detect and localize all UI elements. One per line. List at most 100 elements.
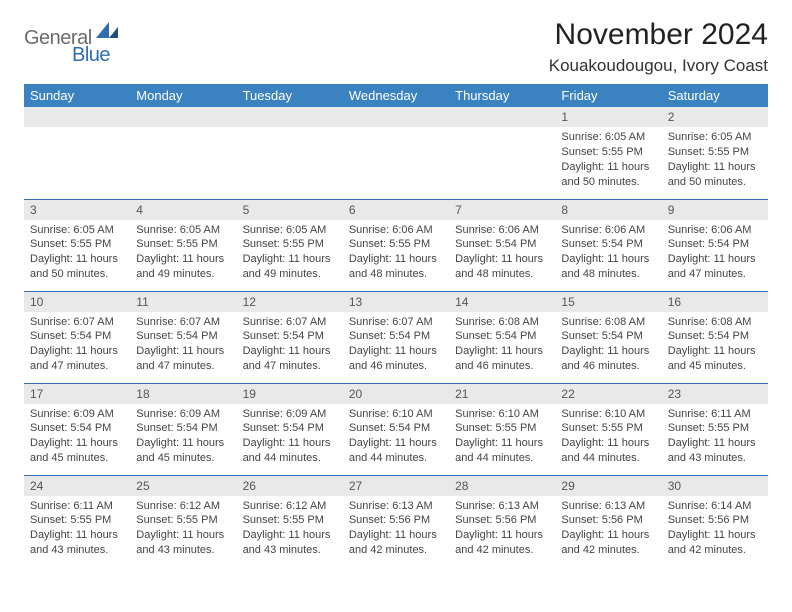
calendar-cell: 19Sunrise: 6:09 AMSunset: 5:54 PMDayligh… bbox=[237, 383, 343, 475]
calendar-cell: 30Sunrise: 6:14 AMSunset: 5:56 PMDayligh… bbox=[662, 475, 768, 567]
calendar-cell: 10Sunrise: 6:07 AMSunset: 5:54 PMDayligh… bbox=[24, 291, 130, 383]
day-number: 29 bbox=[555, 476, 661, 496]
calendar-cell: 23Sunrise: 6:11 AMSunset: 5:55 PMDayligh… bbox=[662, 383, 768, 475]
day-number: 19 bbox=[237, 384, 343, 404]
calendar-cell: 4Sunrise: 6:05 AMSunset: 5:55 PMDaylight… bbox=[130, 199, 236, 291]
logo-mark-icon bbox=[96, 20, 122, 40]
day-number: 6 bbox=[343, 200, 449, 220]
day-details: Sunrise: 6:05 AMSunset: 5:55 PMDaylight:… bbox=[130, 220, 236, 288]
day-header: Wednesday bbox=[343, 84, 449, 107]
calendar-cell: 27Sunrise: 6:13 AMSunset: 5:56 PMDayligh… bbox=[343, 475, 449, 567]
day-details: Sunrise: 6:05 AMSunset: 5:55 PMDaylight:… bbox=[555, 127, 661, 195]
logo: GeneralBlue bbox=[24, 24, 122, 67]
calendar-cell: 17Sunrise: 6:09 AMSunset: 5:54 PMDayligh… bbox=[24, 383, 130, 475]
calendar-cell: 7Sunrise: 6:06 AMSunset: 5:54 PMDaylight… bbox=[449, 199, 555, 291]
day-number: 2 bbox=[662, 107, 768, 127]
calendar-cell: 3Sunrise: 6:05 AMSunset: 5:55 PMDaylight… bbox=[24, 199, 130, 291]
day-number bbox=[343, 107, 449, 127]
day-details: Sunrise: 6:09 AMSunset: 5:54 PMDaylight:… bbox=[24, 404, 130, 472]
day-number: 16 bbox=[662, 292, 768, 312]
day-details: Sunrise: 6:07 AMSunset: 5:54 PMDaylight:… bbox=[343, 312, 449, 380]
day-number: 8 bbox=[555, 200, 661, 220]
day-number bbox=[449, 107, 555, 127]
day-number bbox=[130, 107, 236, 127]
day-header: Sunday bbox=[24, 84, 130, 107]
day-header: Friday bbox=[555, 84, 661, 107]
day-number: 17 bbox=[24, 384, 130, 404]
day-number: 10 bbox=[24, 292, 130, 312]
calendar-cell: 15Sunrise: 6:08 AMSunset: 5:54 PMDayligh… bbox=[555, 291, 661, 383]
day-number bbox=[237, 107, 343, 127]
day-details: Sunrise: 6:14 AMSunset: 5:56 PMDaylight:… bbox=[662, 496, 768, 564]
calendar-cell: 9Sunrise: 6:06 AMSunset: 5:54 PMDaylight… bbox=[662, 199, 768, 291]
day-details: Sunrise: 6:08 AMSunset: 5:54 PMDaylight:… bbox=[662, 312, 768, 380]
calendar-cell: 18Sunrise: 6:09 AMSunset: 5:54 PMDayligh… bbox=[130, 383, 236, 475]
day-details: Sunrise: 6:07 AMSunset: 5:54 PMDaylight:… bbox=[24, 312, 130, 380]
calendar-cell: 29Sunrise: 6:13 AMSunset: 5:56 PMDayligh… bbox=[555, 475, 661, 567]
day-number: 15 bbox=[555, 292, 661, 312]
day-header: Monday bbox=[130, 84, 236, 107]
day-details: Sunrise: 6:09 AMSunset: 5:54 PMDaylight:… bbox=[130, 404, 236, 472]
title-block: November 2024 Kouakoudougou, Ivory Coast bbox=[549, 18, 768, 76]
month-title: November 2024 bbox=[549, 18, 768, 52]
day-number: 22 bbox=[555, 384, 661, 404]
day-details: Sunrise: 6:08 AMSunset: 5:54 PMDaylight:… bbox=[555, 312, 661, 380]
day-details: Sunrise: 6:06 AMSunset: 5:54 PMDaylight:… bbox=[449, 220, 555, 288]
day-details: Sunrise: 6:05 AMSunset: 5:55 PMDaylight:… bbox=[662, 127, 768, 195]
calendar-cell: 22Sunrise: 6:10 AMSunset: 5:55 PMDayligh… bbox=[555, 383, 661, 475]
day-number: 1 bbox=[555, 107, 661, 127]
calendar-cell bbox=[449, 107, 555, 199]
calendar-cell: 12Sunrise: 6:07 AMSunset: 5:54 PMDayligh… bbox=[237, 291, 343, 383]
day-details: Sunrise: 6:06 AMSunset: 5:54 PMDaylight:… bbox=[555, 220, 661, 288]
calendar-cell: 1Sunrise: 6:05 AMSunset: 5:55 PMDaylight… bbox=[555, 107, 661, 199]
day-number: 5 bbox=[237, 200, 343, 220]
calendar-cell: 21Sunrise: 6:10 AMSunset: 5:55 PMDayligh… bbox=[449, 383, 555, 475]
calendar-cell bbox=[130, 107, 236, 199]
day-number: 11 bbox=[130, 292, 236, 312]
day-number: 20 bbox=[343, 384, 449, 404]
calendar-week: 24Sunrise: 6:11 AMSunset: 5:55 PMDayligh… bbox=[24, 475, 768, 567]
day-number: 12 bbox=[237, 292, 343, 312]
day-details: Sunrise: 6:05 AMSunset: 5:55 PMDaylight:… bbox=[24, 220, 130, 288]
calendar-cell bbox=[343, 107, 449, 199]
day-number: 13 bbox=[343, 292, 449, 312]
day-details: Sunrise: 6:10 AMSunset: 5:55 PMDaylight:… bbox=[555, 404, 661, 472]
day-number: 24 bbox=[24, 476, 130, 496]
calendar-cell bbox=[237, 107, 343, 199]
day-number: 14 bbox=[449, 292, 555, 312]
day-details: Sunrise: 6:06 AMSunset: 5:55 PMDaylight:… bbox=[343, 220, 449, 288]
calendar-table: SundayMondayTuesdayWednesdayThursdayFrid… bbox=[24, 84, 768, 567]
day-details: Sunrise: 6:08 AMSunset: 5:54 PMDaylight:… bbox=[449, 312, 555, 380]
day-number: 23 bbox=[662, 384, 768, 404]
day-number: 30 bbox=[662, 476, 768, 496]
header-row: GeneralBlue November 2024 Kouakoudougou,… bbox=[24, 18, 768, 76]
day-header: Thursday bbox=[449, 84, 555, 107]
day-number: 7 bbox=[449, 200, 555, 220]
calendar-week: 3Sunrise: 6:05 AMSunset: 5:55 PMDaylight… bbox=[24, 199, 768, 291]
day-number: 28 bbox=[449, 476, 555, 496]
day-number: 25 bbox=[130, 476, 236, 496]
day-number: 4 bbox=[130, 200, 236, 220]
day-details: Sunrise: 6:09 AMSunset: 5:54 PMDaylight:… bbox=[237, 404, 343, 472]
day-details: Sunrise: 6:11 AMSunset: 5:55 PMDaylight:… bbox=[662, 404, 768, 472]
day-number: 18 bbox=[130, 384, 236, 404]
calendar-week: 10Sunrise: 6:07 AMSunset: 5:54 PMDayligh… bbox=[24, 291, 768, 383]
day-number bbox=[24, 107, 130, 127]
day-number: 27 bbox=[343, 476, 449, 496]
day-details: Sunrise: 6:12 AMSunset: 5:55 PMDaylight:… bbox=[237, 496, 343, 564]
calendar-cell: 20Sunrise: 6:10 AMSunset: 5:54 PMDayligh… bbox=[343, 383, 449, 475]
day-details: Sunrise: 6:05 AMSunset: 5:55 PMDaylight:… bbox=[237, 220, 343, 288]
day-details: Sunrise: 6:13 AMSunset: 5:56 PMDaylight:… bbox=[449, 496, 555, 564]
calendar-week: 1Sunrise: 6:05 AMSunset: 5:55 PMDaylight… bbox=[24, 107, 768, 199]
day-number: 3 bbox=[24, 200, 130, 220]
day-details: Sunrise: 6:11 AMSunset: 5:55 PMDaylight:… bbox=[24, 496, 130, 564]
calendar-cell: 11Sunrise: 6:07 AMSunset: 5:54 PMDayligh… bbox=[130, 291, 236, 383]
calendar-cell: 28Sunrise: 6:13 AMSunset: 5:56 PMDayligh… bbox=[449, 475, 555, 567]
day-header: Saturday bbox=[662, 84, 768, 107]
calendar-cell: 2Sunrise: 6:05 AMSunset: 5:55 PMDaylight… bbox=[662, 107, 768, 199]
calendar-cell: 26Sunrise: 6:12 AMSunset: 5:55 PMDayligh… bbox=[237, 475, 343, 567]
calendar-cell: 5Sunrise: 6:05 AMSunset: 5:55 PMDaylight… bbox=[237, 199, 343, 291]
day-details: Sunrise: 6:10 AMSunset: 5:55 PMDaylight:… bbox=[449, 404, 555, 472]
day-details: Sunrise: 6:07 AMSunset: 5:54 PMDaylight:… bbox=[237, 312, 343, 380]
day-number: 21 bbox=[449, 384, 555, 404]
